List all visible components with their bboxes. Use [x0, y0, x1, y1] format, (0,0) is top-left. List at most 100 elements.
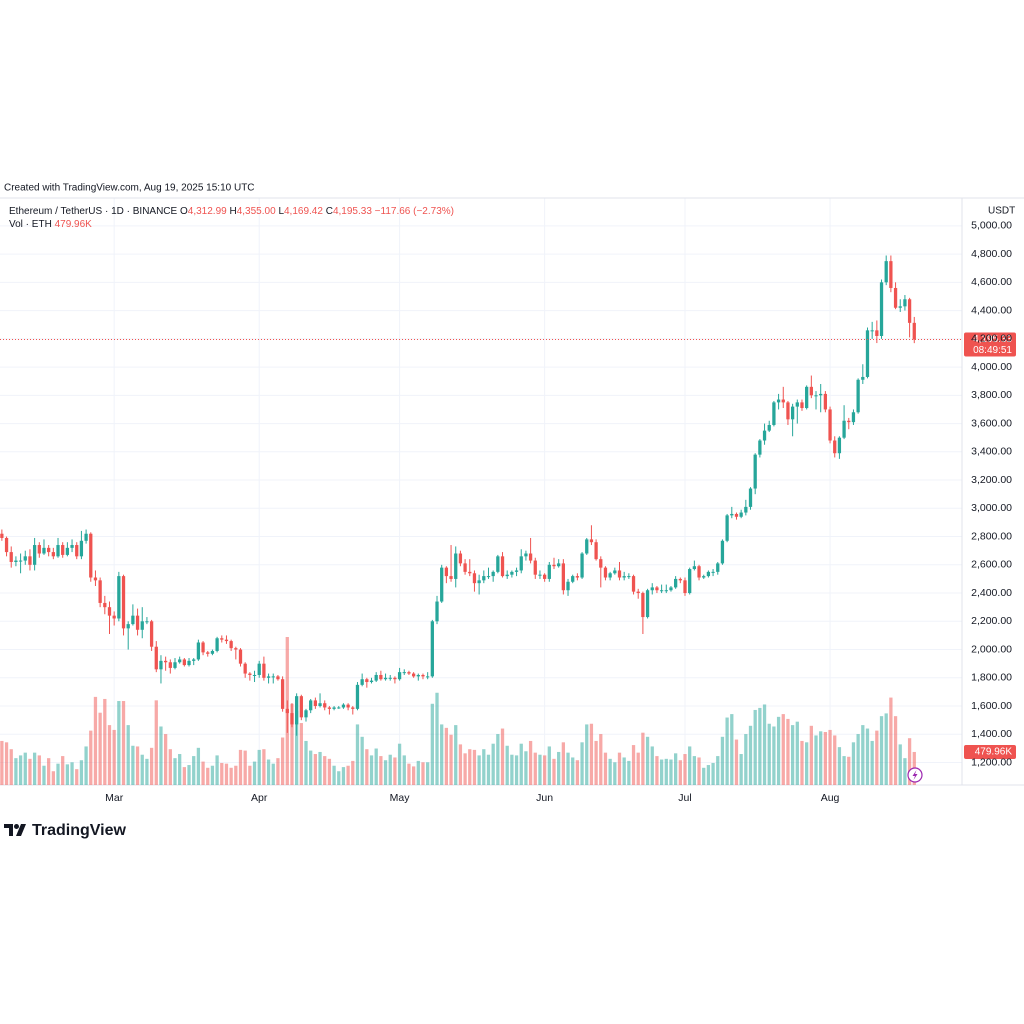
volume-bar	[781, 714, 785, 785]
volume-bar	[145, 758, 149, 785]
candle-body	[374, 674, 378, 681]
candle-body	[89, 533, 93, 578]
volume-bar	[837, 747, 842, 785]
candle-body	[0, 533, 4, 538]
candle-body	[93, 577, 98, 581]
volume-bar	[870, 740, 874, 785]
volume-bar	[805, 742, 809, 785]
candle-body	[809, 386, 813, 396]
icon-bolt[interactable]	[912, 770, 918, 780]
candle-body	[627, 576, 631, 578]
candle-body	[851, 412, 856, 423]
candle-body	[341, 704, 346, 708]
candle-body	[276, 676, 280, 680]
volume-bar	[706, 765, 711, 785]
candle-body	[309, 700, 313, 711]
candle-body	[571, 576, 575, 582]
countdown: 08:49:51	[973, 345, 1012, 356]
candle-body	[37, 545, 41, 554]
candle-body	[107, 607, 112, 616]
candle-body	[304, 710, 308, 718]
candle-body	[332, 707, 336, 709]
candle-body	[823, 393, 828, 410]
volume-bar	[37, 755, 41, 785]
x-tick-label: Apr	[251, 792, 268, 804]
candle-body	[28, 556, 32, 565]
volume-bar	[557, 751, 561, 785]
candle-body	[285, 708, 289, 714]
volume-bar	[346, 765, 350, 785]
y-tick-label: 2,400.00	[971, 587, 1012, 599]
tradingview-logo: TradingView	[4, 822, 127, 839]
volume-bar	[631, 745, 636, 785]
volume-bar	[187, 765, 191, 785]
volume-bar	[641, 732, 645, 785]
candle-body	[32, 545, 37, 565]
last-price-tag	[964, 332, 1016, 357]
y-tick-label: 1,400.00	[971, 728, 1012, 740]
candle-body	[613, 570, 617, 574]
candle-body	[159, 660, 163, 670]
candle-body	[393, 677, 397, 680]
volume-bar	[907, 738, 912, 785]
candle-body	[828, 409, 832, 441]
volume-bar	[383, 760, 388, 785]
volume-bar	[524, 751, 528, 785]
volume-bar	[790, 725, 795, 785]
volume-bar	[426, 762, 430, 785]
volume-bar	[903, 758, 907, 785]
volume-bar	[589, 723, 594, 785]
volume-bar	[89, 730, 93, 785]
volume-bar	[182, 767, 186, 785]
candle-body	[510, 571, 514, 575]
candle-body	[557, 563, 561, 567]
volume-bar	[416, 760, 420, 785]
y-tick-label: 3,800.00	[971, 389, 1012, 401]
volume-bar	[369, 755, 374, 785]
candle-body	[500, 556, 505, 577]
currency: USDT	[988, 206, 1015, 217]
candle-body	[847, 420, 851, 423]
lightning-icon[interactable]	[907, 767, 923, 783]
volume-bar	[645, 736, 650, 785]
x-tick-label: Mar	[105, 792, 124, 804]
candle-body	[776, 399, 781, 403]
y-tick-label: 1,200.00	[971, 756, 1012, 768]
volume-bar	[463, 753, 467, 785]
volume-bar	[847, 756, 851, 785]
volume-bar	[454, 725, 458, 785]
volume-bar	[842, 756, 846, 785]
candle-body	[23, 556, 27, 561]
logo-mark	[4, 824, 26, 836]
candle-body	[795, 402, 799, 407]
volume-bar	[299, 723, 303, 785]
candle-body	[257, 663, 261, 675]
candle-body	[575, 576, 580, 578]
candle-body	[51, 552, 55, 557]
volume-bar	[468, 749, 472, 785]
volume-bar	[744, 734, 748, 785]
volume-bar	[276, 758, 280, 785]
volume-bar	[257, 749, 261, 785]
volume-bar	[608, 758, 612, 785]
y-tick-label: 2,000.00	[971, 643, 1012, 655]
last-price-label: 4,195.33	[973, 334, 1012, 345]
ohlc-key: H	[229, 206, 236, 217]
volume-bar	[327, 758, 332, 785]
volume-bar	[851, 742, 856, 785]
volume-bar	[879, 716, 884, 785]
candle-body	[383, 677, 388, 680]
candle-body	[833, 440, 837, 454]
ohlc-key: O	[180, 206, 188, 217]
candle-body	[819, 393, 823, 396]
candle-body	[486, 576, 491, 578]
candle-body	[552, 564, 556, 567]
candle-body	[505, 574, 509, 577]
candle-body	[238, 649, 243, 664]
candle-body	[323, 703, 327, 708]
volume-bar	[491, 743, 495, 785]
volume-bar	[739, 754, 743, 785]
candle-body	[898, 306, 902, 308]
volume-bar	[772, 726, 776, 785]
